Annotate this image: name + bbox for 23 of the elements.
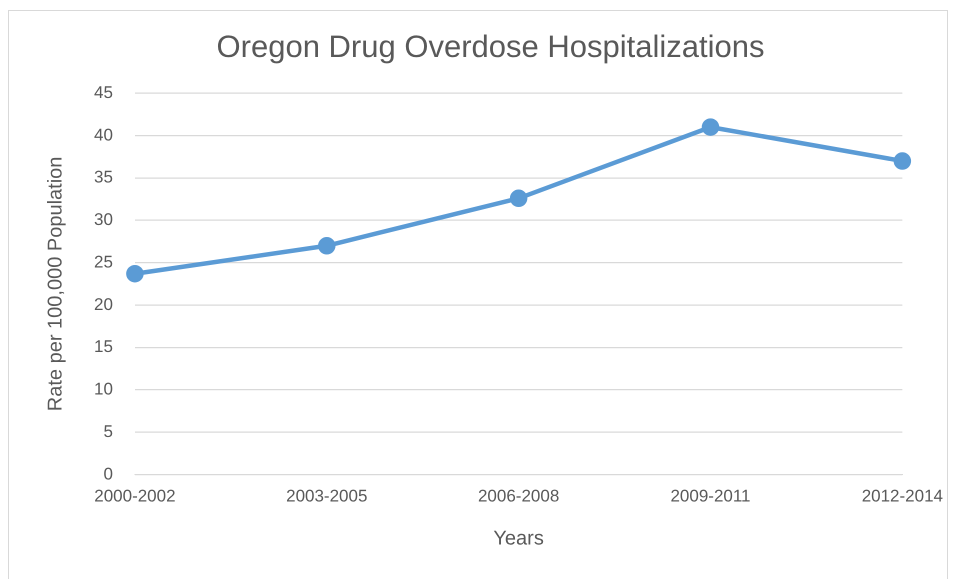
x-tick-label: 2006-2008: [478, 486, 560, 506]
y-tick-label: 20: [94, 294, 113, 314]
y-tick-label: 15: [94, 337, 113, 356]
y-tick-label: 40: [94, 125, 113, 144]
point: [126, 264, 144, 282]
y-tick-label: 45: [94, 82, 113, 102]
point: [510, 190, 528, 208]
x-tick-label: 2012-2014: [862, 486, 944, 506]
point: [702, 118, 720, 136]
x-tick-label: 2009-2011: [670, 486, 751, 506]
y-tick-label: 30: [94, 210, 113, 230]
x-tick-label: 2000-2002: [94, 486, 176, 506]
y-axis-title: Rate per 100,000 Population: [44, 156, 67, 412]
chart-title: Oregon Drug Overdose Hospitalizations: [216, 29, 764, 64]
y-tick-label: 35: [94, 168, 113, 187]
y-tick-label: 0: [103, 464, 113, 484]
y-tick-label: 5: [103, 422, 113, 441]
point: [318, 237, 336, 255]
point: [894, 152, 912, 170]
y-tick-label: 25: [94, 252, 113, 272]
x-axis-title: Years: [493, 528, 544, 550]
y-tick-label: 10: [94, 380, 113, 399]
x-tick-label: 2003-2005: [286, 486, 368, 506]
